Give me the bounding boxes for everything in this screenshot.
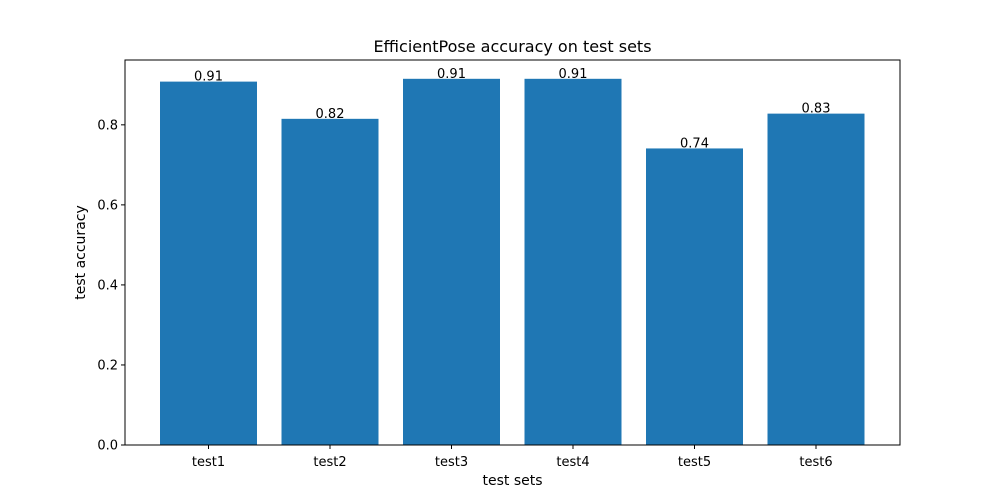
plot-frame bbox=[124, 59, 901, 446]
x-tick-label-test6: test6 bbox=[799, 455, 832, 470]
x-tick-label-test2: test2 bbox=[313, 455, 346, 470]
x-tick-label-test3: test3 bbox=[435, 455, 468, 470]
x-axis-ticks: test1 test2 test3 test4 test5 test6 bbox=[192, 445, 833, 470]
y-tick-label: 0.4 bbox=[97, 278, 118, 293]
y-tick-label: 0.0 bbox=[97, 439, 118, 454]
y-tick-label: 0.8 bbox=[97, 118, 118, 133]
bar-test6 bbox=[767, 113, 865, 445]
data-label-test6: 0.83 bbox=[802, 102, 831, 117]
bar-test3 bbox=[403, 78, 500, 446]
x-tick-label-test5: test5 bbox=[678, 455, 711, 470]
y-tick-label: 0.2 bbox=[97, 358, 118, 373]
bar-test2 bbox=[281, 118, 379, 445]
y-axis-label: test accuracy bbox=[73, 205, 89, 300]
bar-test4 bbox=[524, 78, 622, 446]
x-tick-label-test4: test4 bbox=[556, 455, 589, 470]
data-label-test3: 0.91 bbox=[437, 67, 466, 82]
data-label-test2: 0.82 bbox=[316, 107, 345, 122]
data-label-test4: 0.91 bbox=[559, 67, 588, 82]
data-label-test5: 0.74 bbox=[680, 136, 709, 151]
y-axis-ticks: 0.0 0.2 0.4 0.6 0.8 bbox=[97, 118, 125, 454]
x-axis-label: test sets bbox=[482, 473, 542, 489]
bar-test5 bbox=[646, 148, 743, 445]
x-tick-label-test1: test1 bbox=[192, 455, 225, 470]
data-label-test1: 0.91 bbox=[194, 70, 223, 85]
chart-title: EfficientPose accuracy on test sets bbox=[373, 37, 651, 56]
bar-test1 bbox=[160, 81, 257, 445]
y-tick-label: 0.6 bbox=[97, 198, 118, 213]
data-labels-layer: 0.91 0.82 0.91 0.91 0.74 0.83 bbox=[194, 67, 830, 152]
bars-layer bbox=[160, 78, 865, 446]
